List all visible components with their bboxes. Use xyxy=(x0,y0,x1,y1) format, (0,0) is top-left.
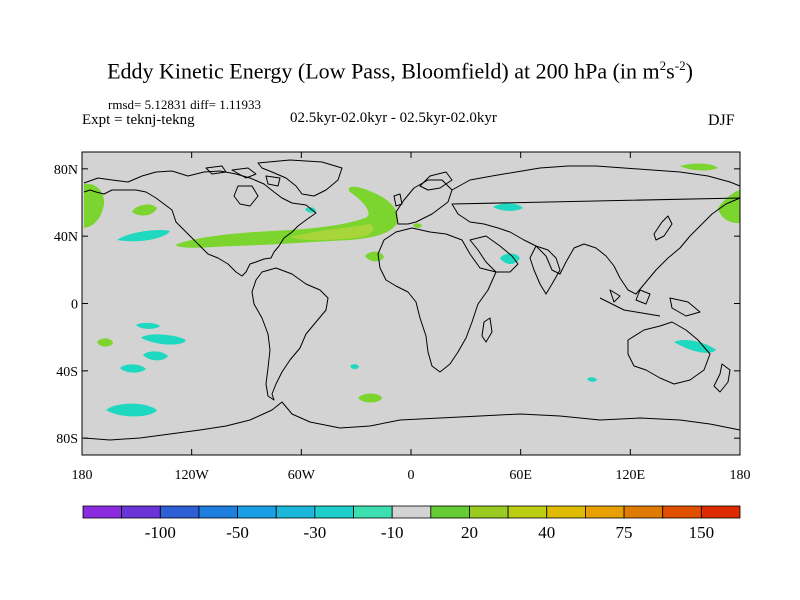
colorbar-label: 40 xyxy=(538,523,555,542)
colorbar-box xyxy=(546,505,586,519)
colorbar-box xyxy=(700,505,741,519)
coastline-africa xyxy=(377,227,497,373)
colorbar-box xyxy=(121,505,161,519)
lon-tick-label: 120W xyxy=(175,468,210,483)
anomaly-region xyxy=(132,204,157,216)
plot-title: Eddy Kinetic Energy (Low Pass, Bloomfiel… xyxy=(0,58,800,84)
plot-title-close: ) xyxy=(685,58,693,84)
colorbar-boxes xyxy=(82,505,741,519)
anomaly-region xyxy=(84,183,105,228)
colorbar-box xyxy=(237,505,277,519)
anomaly-region xyxy=(413,223,422,228)
colorbar-label: 20 xyxy=(461,523,478,542)
anomaly-region xyxy=(141,334,186,345)
map-background xyxy=(82,152,740,455)
coastline-scandinavia xyxy=(419,171,453,191)
plot-title-main: Eddy Kinetic Energy (Low Pass, Bloomfiel… xyxy=(107,58,660,84)
coastline-south-america xyxy=(251,267,329,401)
colorbar-label: -50 xyxy=(226,523,249,542)
anomaly-region xyxy=(350,364,359,370)
anomaly-region xyxy=(500,253,520,264)
plot-title-unit-s: s xyxy=(666,58,675,84)
anomaly-region xyxy=(674,339,716,353)
anomaly-region xyxy=(97,338,113,347)
anomaly-region xyxy=(365,251,384,262)
colorbar-box xyxy=(314,505,354,519)
colorbar-box xyxy=(469,505,509,519)
period-label: 02.5kyr-02.0kyr - 02.5kyr-02.0kyr xyxy=(290,110,497,126)
coastline-antarctica xyxy=(83,401,741,441)
colorbar-box xyxy=(159,505,200,519)
coastline-north-america xyxy=(83,170,317,277)
colorbar-box xyxy=(430,505,470,519)
coastline-europe xyxy=(395,179,453,225)
plot-title-exponent-1: 2 xyxy=(659,58,667,73)
anomaly-region xyxy=(587,377,597,382)
longitude-ticks: 180 120W 60W 0 60E 120E 180 xyxy=(72,152,751,483)
coastline-arctic-islands xyxy=(205,165,281,187)
coastline-australia xyxy=(627,321,711,385)
colorbar-box xyxy=(391,505,432,519)
colorbar-box xyxy=(507,505,548,519)
anomaly-region xyxy=(136,322,160,329)
lat-tick-label: 40S xyxy=(56,365,78,380)
rmsd-diff-stats: rmsd= 5.12831 diff= 1.11933 xyxy=(108,97,261,112)
anomaly-region xyxy=(143,351,168,361)
anomaly-region xyxy=(106,403,157,417)
colorbar-box xyxy=(585,505,625,519)
lon-tick-label: 60E xyxy=(509,468,532,483)
coastline-india xyxy=(529,245,561,295)
anomaly-region xyxy=(117,230,170,242)
plot-title-exponent-2: -2 xyxy=(674,58,686,73)
lon-tick-label: 180 xyxy=(730,468,751,483)
anomaly-region xyxy=(680,163,718,171)
season-label: DJF xyxy=(708,112,735,129)
anomaly-region xyxy=(493,203,523,211)
coastline-hudson-bay xyxy=(233,185,259,207)
lon-tick-label: 0 xyxy=(408,468,415,483)
lat-tick-label: 40N xyxy=(54,230,78,245)
colorbar-box xyxy=(662,505,702,519)
experiment-label: Expt = teknj-tekng xyxy=(82,112,195,128)
coastlines xyxy=(83,159,741,441)
lat-tick-label: 80S xyxy=(56,432,78,447)
colorbar-labels: -100 -50 -30 -10 20 40 75 150 xyxy=(145,523,714,542)
coastline-asia xyxy=(451,165,741,295)
coastline-greenland xyxy=(257,159,343,197)
coastline-madagascar xyxy=(481,317,493,343)
colorbar-label: -30 xyxy=(304,523,327,542)
colorbar-box xyxy=(198,505,238,519)
anomaly-region xyxy=(290,224,374,241)
lon-tick-label: 120E xyxy=(616,468,646,483)
lat-tick-label: 80N xyxy=(54,163,78,178)
anomaly-regions xyxy=(84,163,740,417)
coastline-uk xyxy=(393,193,403,207)
latitude-ticks: 80N 40N 0 40S 80S xyxy=(54,163,740,447)
colorbar-label: 75 xyxy=(616,523,633,542)
coastline-arabia xyxy=(469,235,519,273)
lon-tick-label: 60W xyxy=(288,468,316,483)
anomaly-region xyxy=(120,364,146,373)
coastline-new-zealand xyxy=(713,363,731,393)
anomaly-region xyxy=(358,393,382,403)
colorbar-box xyxy=(82,505,123,519)
colorbar-label: -100 xyxy=(145,523,176,542)
colorbar-label: -10 xyxy=(381,523,404,542)
lat-tick-label: 0 xyxy=(71,298,78,313)
colorbar-box xyxy=(275,505,316,519)
colorbar-label: 150 xyxy=(689,523,715,542)
coastline-indonesia xyxy=(599,289,701,317)
lon-tick-label: 180 xyxy=(72,468,93,483)
colorbar-box xyxy=(623,505,664,519)
coastline-japan xyxy=(653,215,673,241)
colorbar-box xyxy=(353,505,393,519)
